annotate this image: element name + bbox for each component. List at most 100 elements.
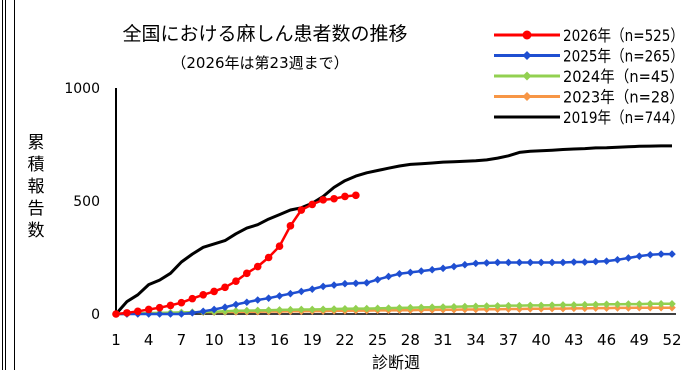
y-tick-label: 500 xyxy=(73,194,100,210)
data-point xyxy=(112,310,120,318)
data-point xyxy=(177,310,186,318)
data-point xyxy=(308,305,317,314)
data-point xyxy=(461,260,469,269)
data-point xyxy=(461,302,469,311)
data-point xyxy=(297,206,306,214)
data-point xyxy=(668,303,676,312)
x-tick-label: 49 xyxy=(630,331,649,349)
data-point xyxy=(352,279,360,288)
data-point xyxy=(286,289,295,298)
data-point xyxy=(580,258,589,266)
x-axis-label: 診断週 xyxy=(372,353,420,370)
legend-marker xyxy=(522,71,532,81)
data-point xyxy=(253,306,262,315)
legend-marker xyxy=(522,92,532,101)
data-point xyxy=(123,309,131,317)
series-line xyxy=(114,144,672,315)
data-point xyxy=(504,258,513,267)
data-point xyxy=(570,301,578,309)
legend-item: 2026年（n=525） xyxy=(494,26,684,45)
data-point xyxy=(526,301,535,310)
legend-label: 2019年（n=744） xyxy=(563,108,684,127)
series-0 xyxy=(112,191,360,318)
x-tick-label: 40 xyxy=(532,331,551,349)
data-point xyxy=(646,300,654,308)
data-point xyxy=(253,296,262,304)
data-point xyxy=(221,307,229,316)
axes: 0 500 1000 1 4 7 10 13 16 19 22 25 28 31 34 37 40 43 46 49 5… xyxy=(64,81,681,349)
data-point xyxy=(373,275,382,284)
x-tick-label: 28 xyxy=(401,331,420,349)
series-line xyxy=(115,194,356,316)
data-point xyxy=(395,269,404,278)
data-point xyxy=(264,306,273,314)
data-point xyxy=(602,257,611,265)
data-point xyxy=(155,303,164,312)
data-point xyxy=(439,303,447,311)
series-4 xyxy=(114,144,672,315)
data-point xyxy=(406,303,415,312)
data-point xyxy=(253,262,262,271)
data-point xyxy=(330,281,338,289)
x-tick-label: 31 xyxy=(434,331,453,349)
legend: 2026年（n=525） 2025年（n=265）2024年（n=45） 2023年… xyxy=(494,26,684,127)
data-point xyxy=(144,310,153,318)
x-tick-label: 1 xyxy=(111,331,121,349)
y-axis-label-char: 数 xyxy=(28,221,45,241)
series-layer xyxy=(112,144,676,318)
legend-item: 2025年（n=265） xyxy=(494,47,684,66)
x-tick-label: 37 xyxy=(499,331,518,349)
data-point xyxy=(450,302,458,311)
data-point xyxy=(297,287,306,296)
data-point xyxy=(395,304,404,312)
data-point xyxy=(341,279,349,288)
y-axis-label-char: 累 xyxy=(28,133,45,153)
data-point xyxy=(515,258,524,267)
data-point xyxy=(450,262,458,271)
data-point xyxy=(243,298,251,307)
x-tick-label: 43 xyxy=(564,331,583,349)
data-point xyxy=(275,292,284,300)
data-point xyxy=(362,304,371,313)
legend-marker xyxy=(522,30,532,40)
data-point xyxy=(635,300,644,308)
data-point xyxy=(602,304,611,312)
data-point xyxy=(624,300,633,308)
data-point xyxy=(134,307,142,316)
data-point xyxy=(286,305,295,314)
chart-subtitle: （2026年は第23週まで） xyxy=(171,54,348,72)
data-point xyxy=(188,309,197,317)
data-point xyxy=(166,310,175,318)
data-point xyxy=(548,301,556,309)
data-point xyxy=(646,250,654,259)
legend-label: 2024年（n=45） xyxy=(563,67,684,86)
data-point xyxy=(232,277,240,286)
data-point xyxy=(210,287,218,296)
data-point xyxy=(341,305,349,313)
data-point xyxy=(657,300,665,308)
y-tick-label: 1000 xyxy=(64,81,100,97)
data-point xyxy=(166,301,175,310)
data-point xyxy=(232,307,240,315)
data-point xyxy=(319,196,327,204)
data-point xyxy=(570,258,578,266)
x-tick-label: 25 xyxy=(368,331,387,349)
series-3 xyxy=(112,303,676,318)
data-point xyxy=(657,250,665,258)
legend-label: 2023年（n=28） xyxy=(563,88,684,107)
x-tick-label: 10 xyxy=(205,331,224,349)
x-tick-label: 13 xyxy=(237,331,256,349)
x-tick-label: 52 xyxy=(662,331,681,349)
data-point xyxy=(199,307,208,316)
x-tick-label: 16 xyxy=(270,331,289,349)
legend-item: 2023年（n=28） xyxy=(494,88,684,107)
data-point xyxy=(526,258,535,267)
data-point xyxy=(493,258,502,267)
legend-marker xyxy=(522,51,532,60)
data-point xyxy=(221,283,229,292)
data-point xyxy=(482,259,491,267)
data-point xyxy=(330,194,338,203)
data-point xyxy=(264,294,273,302)
